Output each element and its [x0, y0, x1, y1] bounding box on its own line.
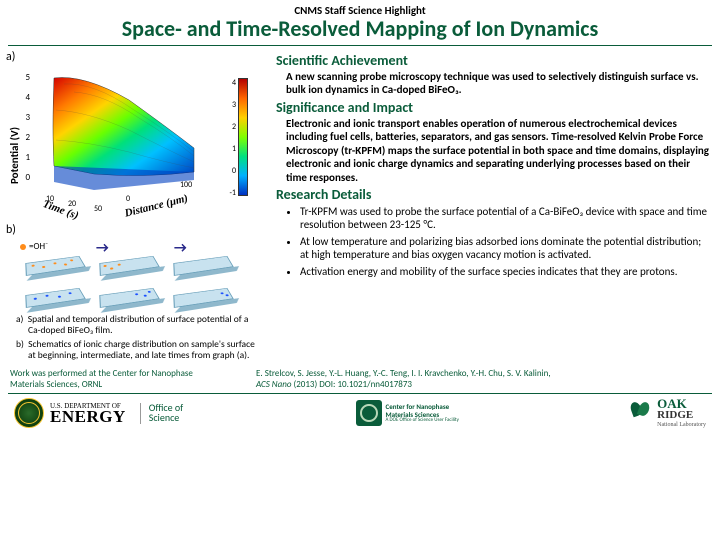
- cbar-tick: 4: [232, 78, 236, 88]
- ytick: 0: [20, 172, 30, 183]
- cnms-text: Center for NanophaseMaterials Sciences A…: [386, 403, 459, 423]
- cbar-tick: 1: [232, 144, 236, 154]
- oh-label: =OH⁻: [29, 241, 48, 252]
- cite-authors: E. Strelcov, S. Jesse, Y.-L. Huang, Y.-C…: [256, 368, 551, 379]
- figure-a-3d-surface: Potential (V) 5 4 3 2 1 0: [6, 66, 256, 221]
- oh-legend: =OH⁻: [20, 241, 256, 252]
- citation: E. Strelcov, S. Jesse, Y.-L. Huang, Y.-C…: [256, 368, 710, 390]
- header: CNMS Staff Science Highlight Space- and …: [0, 0, 720, 42]
- cnms-logo: Center for NanophaseMaterials Sciences A…: [356, 400, 459, 426]
- ytick: 5: [20, 72, 30, 83]
- ornl-leaf-icon: [631, 402, 653, 424]
- doe-seal-icon: [14, 398, 44, 428]
- doe-text: U.S. DEPARTMENT OF ENERGY: [50, 403, 126, 425]
- time-tick: 10: [46, 194, 54, 204]
- colorbar: [238, 78, 248, 196]
- significance-text: Electronic and ionic transport enables o…: [276, 117, 710, 184]
- cite-rest: (2013) DOI: 10.1021/nn4017873: [291, 379, 412, 390]
- research-list: Tr-KPFM was used to probe the surface po…: [300, 205, 710, 278]
- ytick: 3: [20, 112, 30, 123]
- doe-lg: ENERGY: [50, 409, 126, 424]
- ytick: 4: [20, 92, 30, 103]
- figure-b-schematics: =OH⁻ → → → →: [6, 241, 256, 306]
- slab: [173, 256, 233, 276]
- main-content: a) Potential (V) 5 4 3 2 1 0: [0, 46, 720, 362]
- cbar-tick: 3: [232, 100, 236, 110]
- research-item: At low temperature and polarizing bias a…: [300, 235, 710, 262]
- cbar-tick: 0: [232, 166, 236, 176]
- slab: [173, 288, 233, 308]
- research-item: Tr-KPFM was used to probe the surface po…: [300, 205, 710, 232]
- cite-journal: ACS Nano: [256, 379, 291, 390]
- dist-tick: 100: [180, 180, 192, 190]
- slab: [99, 288, 159, 308]
- arrow-icon: →: [96, 239, 109, 256]
- oh-dot-icon: [20, 244, 26, 250]
- slab-row-2: → →: [26, 288, 256, 306]
- cnms-icon: [356, 400, 382, 426]
- office-science: Office ofScience: [140, 403, 184, 424]
- figure-column: a) Potential (V) 5 4 3 2 1 0: [6, 50, 268, 362]
- research-heading: Research Details: [276, 186, 710, 203]
- slab: [99, 256, 159, 276]
- caption-block: a) Spatial and temporal distribution of …: [6, 312, 268, 362]
- time-tick: 20: [68, 199, 76, 209]
- caption-a: a) Spatial and temporal distribution of …: [14, 312, 268, 337]
- work-note: Work was performed at the Center for Nan…: [10, 368, 220, 390]
- ornl-logo: OAK RIDGE National Laboratory: [631, 398, 706, 429]
- panel-b-label: b): [6, 223, 268, 237]
- surface-container: [34, 70, 204, 210]
- caption-b: b) Schematics of ionic charge distributi…: [14, 337, 268, 362]
- cbar-tick: -1: [229, 188, 236, 198]
- ytick: 2: [20, 132, 30, 143]
- panel-a-label: a): [6, 50, 268, 64]
- achievement-heading: Scientific Achievement: [276, 52, 710, 69]
- arrow-icon: →: [174, 239, 187, 256]
- achievement-text: A new scanning probe microscopy techniqu…: [276, 70, 710, 97]
- ytick: 1: [20, 152, 30, 163]
- text-column: Scientific Achievement A new scanning pr…: [276, 50, 710, 362]
- slab: [25, 288, 85, 308]
- page-title: Space- and Time-Resolved Mapping of Ion …: [0, 15, 720, 42]
- research-item: Activation energy and mobility of the su…: [300, 265, 710, 278]
- logo-bar: U.S. DEPARTMENT OF ENERGY Office ofScien…: [0, 394, 720, 429]
- significance-heading: Significance and Impact: [276, 99, 710, 116]
- slab-row-1: → →: [26, 256, 256, 274]
- cbar-tick: 2: [232, 122, 236, 132]
- dist-tick: 0: [126, 194, 130, 204]
- ornl-text: OAK RIDGE National Laboratory: [657, 398, 706, 429]
- surface-plot: [34, 70, 204, 190]
- time-tick: 50: [94, 204, 102, 214]
- slab: [25, 256, 85, 276]
- doe-logo: U.S. DEPARTMENT OF ENERGY Office ofScien…: [14, 398, 183, 428]
- footer-notes: Work was performed at the Center for Nan…: [10, 368, 710, 390]
